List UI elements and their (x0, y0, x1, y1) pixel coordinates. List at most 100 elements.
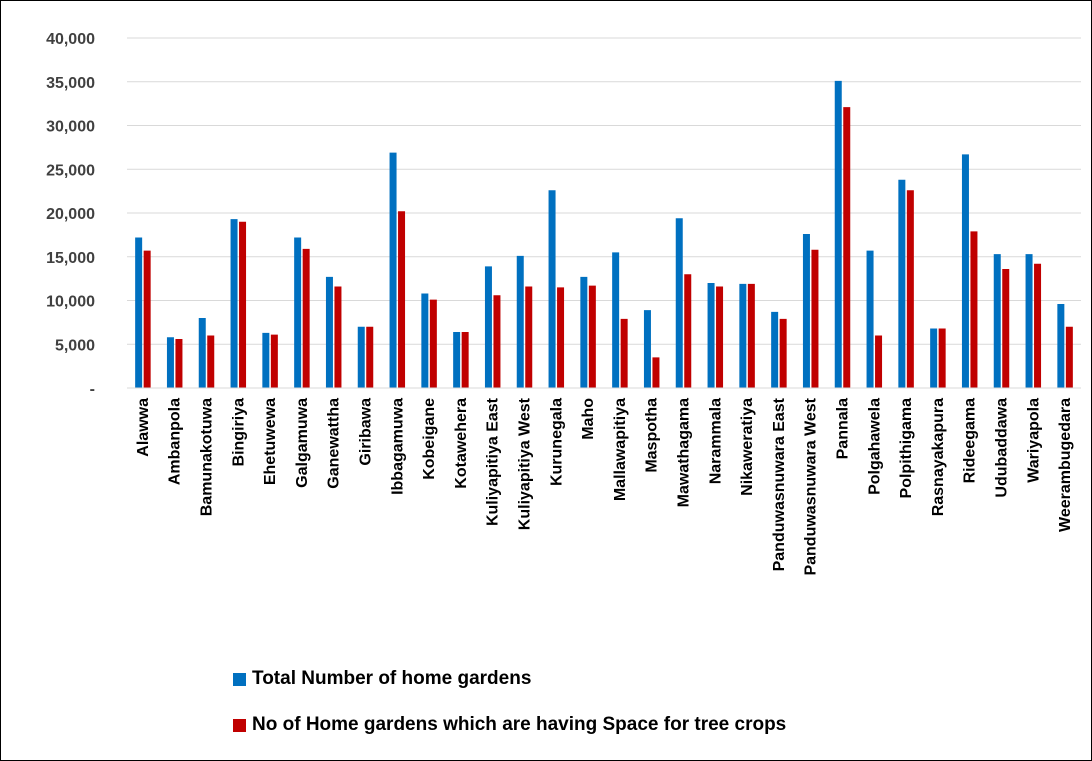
bar-total (993, 254, 1001, 388)
bar-tree-space (143, 250, 151, 388)
bar-tree-space (366, 326, 374, 388)
x-tick-label: Panduwasnuwara West (803, 397, 820, 575)
bar-tree-space (525, 286, 533, 388)
y-axis-tick-labels: - 5,000 10,000 15,000 20,000 25,000 30,000 35,0… (46, 31, 95, 398)
x-tick-label: Polgahawela (866, 398, 883, 495)
bar-total (548, 190, 556, 388)
bar-tree-space (716, 286, 724, 388)
x-tick-label: Polpithigama (898, 398, 915, 499)
bar-total (230, 219, 238, 388)
bar-total (930, 328, 938, 388)
x-tick-label: Udubaddawa (994, 398, 1011, 498)
bar-tree-space (938, 328, 946, 388)
bar-tree-space (207, 335, 215, 388)
y-tick-label: 20,000 (46, 206, 95, 223)
x-tick-label: Ambanpola (167, 398, 184, 485)
x-tick-label: Narammala (707, 398, 724, 484)
x-tick-label: Ehetuwewa (262, 398, 279, 485)
bar-total (453, 332, 461, 388)
gridlines (127, 37, 1081, 345)
bar-tree-space (461, 332, 469, 388)
x-tick-label: Mawathagama (676, 398, 693, 507)
bar-total (135, 237, 143, 388)
bar-tree-space (970, 231, 978, 388)
x-tick-label: Ibbagamuwa (389, 398, 406, 495)
bar-total (643, 310, 651, 388)
bar-total (1025, 254, 1033, 388)
legend-swatch-total (233, 672, 246, 686)
bar-tree-space (843, 107, 851, 388)
bars (135, 80, 1073, 388)
bar-tree-space (398, 211, 406, 388)
x-tick-label: Maspotha (644, 398, 661, 473)
bar-tree-space (270, 334, 278, 388)
x-axis-category-labels: Alawwa Ambanpola Bamunakotuwa Bingiriya Ehet… (135, 397, 1074, 575)
bar-tree-space (334, 286, 342, 388)
x-tick-label: Kotawehera (453, 398, 470, 489)
bar-total (166, 337, 174, 388)
y-tick-label: 30,000 (46, 119, 95, 136)
bar-total (389, 152, 397, 388)
y-tick-label: - (90, 381, 95, 398)
bar-total (198, 318, 206, 388)
legend-label-total: Total Number of home gardens (252, 668, 532, 689)
legend-item-space: No of Home gardens which are having Spac… (233, 714, 786, 736)
bar-total (707, 283, 715, 388)
x-tick-label: Mallawapitiya (612, 398, 629, 501)
bar-tree-space (652, 357, 660, 388)
x-tick-label: Giribawa (358, 398, 375, 466)
bar-total (421, 293, 429, 388)
bar-tree-space (302, 248, 310, 388)
bar-total (580, 276, 588, 388)
bar-total (739, 283, 747, 388)
bar-tree-space (557, 287, 565, 388)
bar-tree-space (588, 285, 596, 388)
bar-tree-space (493, 295, 501, 388)
bar-tree-space (1065, 326, 1073, 388)
bar-total (898, 179, 906, 388)
bar-total (675, 218, 683, 388)
x-tick-label: Panduwasnuwara East (771, 397, 788, 571)
bar-total (1057, 304, 1065, 388)
bar-tree-space (239, 221, 247, 388)
x-tick-label: Pannala (835, 398, 852, 459)
bar-tree-space (811, 249, 819, 388)
bar-tree-space (875, 335, 883, 388)
x-tick-label: Rasnayakapura (930, 398, 947, 516)
y-tick-label: 5,000 (55, 337, 95, 354)
bar-tree-space (906, 190, 914, 388)
bar-total (612, 252, 620, 388)
x-tick-label: Kuliyapitiya East (485, 397, 502, 526)
x-tick-label: Kurunegala (548, 398, 565, 486)
legend-swatch-space (233, 718, 246, 732)
bar-tree-space (620, 318, 628, 388)
y-tick-label: 35,000 (46, 75, 95, 92)
x-tick-label: Kobeigane (421, 398, 438, 480)
x-tick-label: Weerambugedara (1057, 398, 1074, 532)
x-tick-label: Rideegama (962, 398, 979, 483)
bar-tree-space (1034, 263, 1042, 388)
x-tick-label: Alawwa (135, 398, 152, 457)
bar-total (484, 266, 492, 388)
x-tick-label: Nikaweratiya (739, 398, 756, 496)
bar-tree-space (429, 299, 437, 388)
bar-tree-space (747, 283, 755, 388)
x-tick-label: Bamunakotuwa (199, 398, 216, 516)
legend-item-total: Total Number of home gardens (233, 668, 531, 690)
x-tick-label: Maho (580, 398, 597, 440)
x-tick-label: Ganewattha (326, 398, 343, 489)
y-tick-label: 40,000 (46, 31, 95, 48)
x-tick-label: Kuliyapitiya West (517, 397, 534, 530)
x-tick-label: Bingiriya (230, 398, 247, 467)
legend-label-space: No of Home gardens which are having Spac… (252, 714, 787, 735)
bar-total (961, 154, 969, 388)
bar-total (866, 250, 874, 388)
y-tick-label: 15,000 (46, 250, 95, 267)
bar-tree-space (779, 318, 787, 388)
bar-total (516, 255, 524, 388)
bar-total (325, 276, 333, 388)
bar-tree-space (1002, 269, 1010, 388)
bar-total (262, 332, 270, 388)
